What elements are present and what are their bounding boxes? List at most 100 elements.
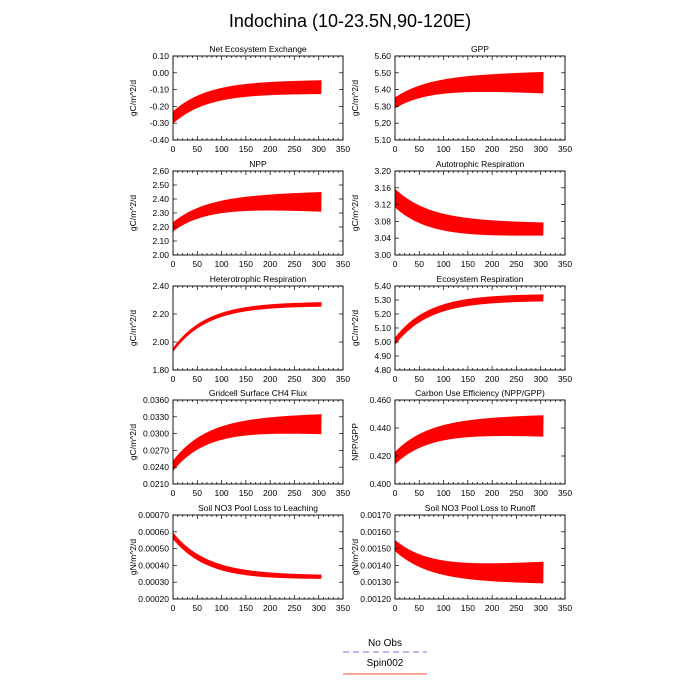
- y-tick-label: 2.30: [152, 208, 169, 218]
- x-tick-label: 350: [558, 603, 572, 613]
- x-tick-label: 150: [461, 603, 475, 613]
- x-tick-label: 300: [534, 488, 548, 498]
- y-tick-label: 0.00060: [138, 527, 169, 537]
- y-tick-label: 3.12: [374, 200, 391, 210]
- panel-title: GPP: [471, 44, 489, 54]
- figure-title: Indochina (10-23.5N,90-120E): [229, 11, 471, 31]
- x-tick-label: 0: [393, 144, 398, 154]
- y-tick-label: 2.20: [152, 222, 169, 232]
- panel-title: Soil NO3 Pool Loss to Leaching: [198, 503, 318, 513]
- plot-frame: [172, 399, 344, 485]
- y-tick-label: 0.00: [152, 68, 169, 78]
- legend: No Obs Spin002: [343, 638, 427, 675]
- panel-title: Soil NO3 Pool Loss to Runoff: [425, 503, 536, 513]
- panel-title: Ecosystem Respiration: [437, 274, 524, 284]
- x-tick-label: 50: [193, 374, 203, 384]
- x-tick-label: 250: [287, 374, 301, 384]
- x-tick-label: 100: [214, 603, 228, 613]
- panel-title: NPP: [249, 159, 267, 169]
- y-tick-label: -0.40: [150, 135, 170, 145]
- x-tick-label: 300: [312, 144, 326, 154]
- x-tick-label: 50: [415, 259, 425, 269]
- y-tick-label: 0.00120: [360, 594, 391, 604]
- x-tick-label: 0: [393, 259, 398, 269]
- x-tick-label: 0: [171, 144, 176, 154]
- legend-label-no-obs: No Obs: [368, 638, 402, 649]
- x-tick-label: 50: [415, 144, 425, 154]
- panels: Net Ecosystem Exchange gC/m^2/d 0 50 100 150 2…: [128, 44, 572, 613]
- x-tick-label: 50: [415, 488, 425, 498]
- x-tick-label: 300: [312, 259, 326, 269]
- x-tick-label: 250: [509, 374, 523, 384]
- y-tick-label: 2.40: [152, 281, 169, 291]
- x-tick-label: 250: [509, 259, 523, 269]
- x-tick-label: 50: [193, 603, 203, 613]
- panel-title: Autotrophic Respiration: [436, 159, 525, 169]
- y-tick-label: 0.0240: [143, 462, 169, 472]
- series-line: [173, 80, 322, 124]
- y-tick-label: 5.20: [374, 309, 391, 319]
- x-tick-label: 50: [193, 144, 203, 154]
- y-tick-label: 0.400: [370, 479, 392, 489]
- x-tick-label: 0: [393, 488, 398, 498]
- plot-frame: [394, 170, 566, 256]
- y-tick-label: 1.80: [152, 365, 169, 375]
- y-tick-label: 5.30: [374, 295, 391, 305]
- y-tick-label: 2.00: [152, 337, 169, 347]
- series-line: [395, 415, 544, 465]
- series-line: [173, 192, 322, 232]
- y-axis-label: NPP/GPP: [350, 423, 360, 461]
- x-tick-label: 250: [287, 144, 301, 154]
- series-line: [395, 188, 544, 236]
- series-line: [173, 532, 322, 579]
- y-tick-label: 4.80: [374, 365, 391, 375]
- y-tick-label: 0.00040: [138, 560, 169, 570]
- x-tick-label: 100: [436, 488, 450, 498]
- x-tick-label: 200: [263, 603, 277, 613]
- plot-frame: [172, 55, 344, 141]
- x-tick-label: 0: [171, 374, 176, 384]
- x-tick-label: 150: [239, 374, 253, 384]
- x-tick-label: 350: [336, 374, 350, 384]
- x-tick-label: 100: [436, 374, 450, 384]
- series-line: [173, 414, 322, 471]
- y-tick-label: 3.16: [374, 183, 391, 193]
- x-tick-label: 350: [336, 144, 350, 154]
- x-tick-label: 250: [509, 603, 523, 613]
- x-tick-label: 50: [415, 374, 425, 384]
- x-tick-label: 150: [239, 259, 253, 269]
- x-tick-label: 200: [485, 374, 499, 384]
- panel-title: Gridcell Surface CH4 Flux: [209, 388, 308, 398]
- x-tick-label: 100: [214, 488, 228, 498]
- panel-gridcell-surface-ch4-flux: Gridcell Surface CH4 Flux gC/m^2/d 0 50 100 1…: [128, 388, 350, 498]
- y-tick-label: 0.00140: [360, 560, 391, 570]
- x-tick-label: 50: [415, 603, 425, 613]
- x-tick-label: 100: [436, 603, 450, 613]
- plot-frame: [172, 514, 344, 600]
- y-tick-label: 0.00150: [360, 544, 391, 554]
- y-tick-label: 3.00: [374, 250, 391, 260]
- x-tick-label: 150: [461, 144, 475, 154]
- y-tick-label: 2.50: [152, 180, 169, 190]
- x-tick-label: 300: [534, 144, 548, 154]
- y-tick-label: 0.10: [152, 51, 169, 61]
- y-axis-label: gN/m^2/d: [128, 539, 138, 575]
- x-tick-label: 100: [214, 374, 228, 384]
- x-tick-label: 100: [214, 259, 228, 269]
- y-tick-label: 3.08: [374, 216, 391, 226]
- y-tick-label: -0.20: [150, 101, 170, 111]
- x-tick-label: 200: [485, 259, 499, 269]
- x-tick-label: 350: [558, 144, 572, 154]
- x-tick-label: 150: [239, 144, 253, 154]
- x-tick-label: 350: [558, 259, 572, 269]
- x-tick-label: 150: [239, 488, 253, 498]
- y-tick-label: -0.10: [150, 85, 170, 95]
- panel-gpp: GPP gC/m^2/d 0 50 100 150 200 250 300 350 5.60 5.50…: [350, 44, 572, 154]
- y-tick-label: 0.440: [370, 423, 392, 433]
- panel-npp: NPP gC/m^2/d 0 50 100 150 200 250 300 350 2.60 2.50…: [128, 159, 350, 269]
- legend-label-spin002: Spin002: [367, 658, 404, 669]
- y-axis-label: gC/m^2/d: [350, 310, 360, 346]
- panel-title: Net Ecosystem Exchange: [209, 44, 307, 54]
- y-tick-label: 2.00: [152, 250, 169, 260]
